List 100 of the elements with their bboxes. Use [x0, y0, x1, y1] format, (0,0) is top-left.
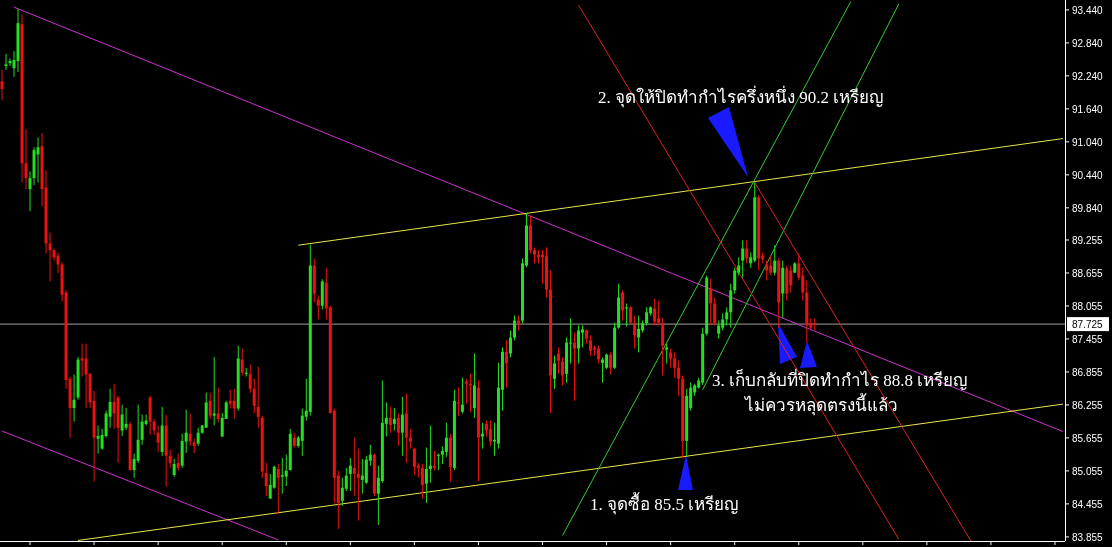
candlestick — [436, 453, 440, 471]
candlestick — [773, 244, 777, 276]
candlestick — [673, 351, 677, 379]
y-tick-label: 86.855 — [1072, 366, 1103, 378]
candlestick — [472, 353, 476, 419]
candlestick — [348, 457, 352, 492]
candlestick — [168, 449, 172, 469]
candlestick — [120, 404, 124, 437]
candlestick — [456, 387, 460, 417]
y-tick-label: 84.455 — [1072, 498, 1103, 510]
y-tick-label: 85.055 — [1072, 465, 1103, 477]
candlestick — [745, 239, 749, 264]
candlestick — [645, 306, 649, 326]
candlestick — [625, 302, 629, 328]
y-tick-label: 92.240 — [1072, 70, 1103, 82]
candlestick — [392, 407, 396, 431]
candlestick — [444, 422, 448, 458]
candlestick — [653, 298, 657, 326]
y-tick-label: 91.040 — [1072, 136, 1103, 148]
candlestick — [212, 356, 216, 427]
candlestick — [765, 260, 769, 281]
candlestick — [657, 300, 661, 326]
candlestick — [661, 317, 665, 377]
y-tick-label: 93.440 — [1072, 4, 1103, 16]
candlestick — [276, 463, 280, 515]
candlestick — [184, 409, 188, 454]
candlestick — [741, 239, 745, 279]
candlestick — [553, 355, 557, 390]
candlestick — [573, 332, 577, 402]
candlestick — [96, 425, 100, 455]
y-tick-label: 90.440 — [1072, 169, 1103, 181]
candlestick — [240, 348, 244, 377]
candlestick — [504, 339, 508, 389]
candlestick — [581, 324, 585, 348]
candlestick — [364, 455, 368, 485]
candlestick — [420, 463, 424, 500]
ref-line-label: 87.725 — [1072, 319, 1103, 331]
candlestick — [589, 334, 593, 357]
candlestick — [733, 267, 737, 295]
candlestick — [557, 346, 561, 375]
candlestick — [713, 296, 717, 326]
candlestick — [512, 315, 516, 341]
candlestick — [424, 447, 428, 504]
y-tick-label: 91.640 — [1072, 103, 1103, 115]
candlestick — [112, 383, 116, 430]
candlestick — [228, 389, 232, 409]
candlestick — [0, 69, 4, 101]
y-tick-label: 92.840 — [1072, 37, 1103, 49]
candlestick — [396, 412, 400, 447]
y-tick-label: 89.255 — [1072, 235, 1103, 246]
y-tick-label: 83.855 — [1072, 531, 1103, 543]
candlestick — [248, 364, 252, 394]
candlestick — [460, 377, 464, 414]
candlestick — [813, 317, 817, 331]
candlestick — [72, 373, 76, 423]
y-tick-label: 89.840 — [1072, 202, 1103, 214]
candlestick — [669, 348, 673, 369]
candlestick — [789, 265, 793, 293]
candlestick — [508, 329, 512, 358]
candlestick — [412, 447, 416, 476]
candlestick — [725, 306, 729, 326]
candlestick — [388, 406, 392, 434]
candlestick — [340, 477, 344, 507]
candlestick — [677, 360, 681, 397]
candlestick — [4, 53, 8, 71]
candlestick — [561, 356, 565, 386]
candlestick — [609, 351, 613, 375]
candlestick — [400, 396, 404, 457]
candlestick — [637, 315, 641, 353]
y-tick-label: 86.255 — [1072, 399, 1103, 411]
y-tick-label: 85.655 — [1072, 432, 1103, 444]
candlestick — [232, 388, 236, 420]
candlestick — [709, 278, 713, 326]
candlestick — [577, 324, 581, 364]
candlestick — [208, 392, 212, 420]
candlestick — [280, 457, 284, 495]
y-tick-label: 87.455 — [1072, 333, 1103, 345]
candlestick — [428, 425, 432, 484]
candlestick — [665, 343, 669, 364]
candlestick — [480, 422, 484, 450]
candlestick — [284, 454, 288, 487]
candlestick — [256, 366, 260, 429]
candlestick — [769, 255, 773, 276]
candlestick — [316, 294, 320, 320]
candlestick — [801, 267, 805, 302]
y-tick-label: 88.055 — [1072, 300, 1103, 312]
candlestick — [352, 437, 356, 497]
candlestick — [196, 427, 200, 447]
y-tick-label: 88.655 — [1072, 267, 1103, 279]
candlestick — [621, 289, 625, 322]
candlestick — [717, 320, 721, 340]
candlestick — [156, 425, 160, 453]
candlestick — [633, 315, 637, 350]
candlestick — [124, 407, 128, 431]
candlestick — [360, 458, 364, 495]
candlestick — [188, 412, 192, 447]
candlestick — [252, 378, 256, 414]
candlestick — [488, 420, 492, 447]
candlestick — [216, 387, 220, 424]
candlestick — [36, 136, 40, 184]
